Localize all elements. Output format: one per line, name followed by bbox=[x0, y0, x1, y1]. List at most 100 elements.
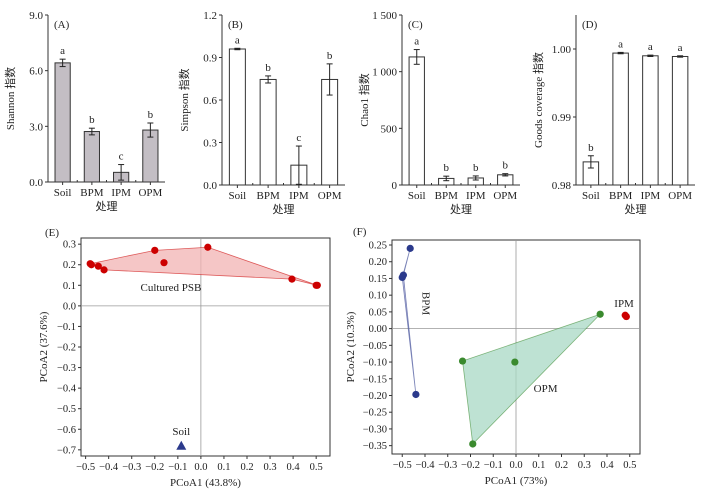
y-axis-label: Goods coverage 指数 bbox=[531, 52, 545, 148]
x-tick-label: BPM bbox=[435, 190, 458, 202]
bar bbox=[228, 48, 246, 186]
significance-letter: b bbox=[444, 162, 450, 174]
bar bbox=[83, 131, 100, 183]
group-label: Cultured PSB bbox=[141, 282, 202, 294]
x-tick-label: BPM bbox=[80, 187, 103, 199]
y-tick-label: 9.0 bbox=[29, 10, 43, 22]
y-tick-label: 0.0 bbox=[203, 180, 217, 192]
x-tick-label: −0.3 bbox=[438, 460, 457, 471]
x-tick-label: 0.5 bbox=[310, 462, 323, 473]
y-tick-label: 0.25 bbox=[369, 241, 387, 252]
data-point bbox=[458, 357, 467, 365]
pcoa-panel-f: −0.5 −0.4 −0.3 −0.2 −0.1 0.0 0.1 0.2 0.3 0.4 0.5 0.… bbox=[345, 226, 641, 487]
significance-letter: a bbox=[618, 38, 623, 50]
x-tick-label: −0.5 bbox=[76, 462, 95, 473]
x-tick-label: IPM bbox=[466, 190, 486, 202]
x-tick-label: Soil bbox=[54, 187, 72, 199]
bar-panel-a: 0.0 3.0 6.0 9.0 (A) a Soil b BPM c IPM b OPM 处理 Shanno… bbox=[3, 10, 165, 213]
data-point bbox=[622, 312, 630, 321]
group-bpm: BPM bbox=[398, 244, 432, 399]
bar bbox=[612, 52, 629, 186]
x-tick-label: Soil bbox=[408, 190, 426, 202]
data-point bbox=[469, 440, 477, 448]
significance-letter: b bbox=[327, 50, 333, 62]
group-soil: Soil bbox=[172, 426, 190, 450]
y-tick-label: −0.7 bbox=[57, 445, 76, 456]
y-tick-label: 0.3 bbox=[63, 240, 76, 251]
y-tick-label: 1 000 bbox=[372, 67, 397, 79]
y-tick-label: 0.15 bbox=[369, 274, 387, 285]
data-point bbox=[406, 244, 414, 252]
significance-letter: c bbox=[119, 151, 124, 163]
data-point bbox=[511, 358, 519, 366]
group-label: Soil bbox=[172, 426, 190, 438]
x-tick-label: OPM bbox=[668, 190, 692, 202]
x-tick-label: OPM bbox=[493, 190, 517, 202]
y-axis-label: PCoA2 (10.3%) bbox=[345, 311, 357, 382]
y-tick-label: 6.0 bbox=[29, 66, 43, 78]
x-tick-label: OPM bbox=[318, 190, 342, 202]
bar bbox=[671, 55, 689, 186]
y-tick-label: 0.1 bbox=[63, 281, 76, 292]
x-axis-label: 处理 bbox=[273, 203, 295, 216]
convex-hull bbox=[462, 313, 601, 445]
significance-letter: b bbox=[89, 114, 95, 126]
panel-label: (B) bbox=[228, 19, 243, 31]
group-ipm: IPM bbox=[614, 298, 634, 321]
x-tick-label: −0.4 bbox=[415, 460, 435, 471]
y-tick-label: 0.0 bbox=[63, 301, 76, 312]
x-tick-label: 0.2 bbox=[240, 462, 253, 473]
panel-label: (A) bbox=[54, 19, 70, 31]
x-tick-label: BPM bbox=[609, 190, 632, 202]
y-tick-label: −0.25 bbox=[363, 408, 387, 419]
y-tick-label: −0.05 bbox=[363, 341, 387, 352]
x-tick-label: BPM bbox=[257, 190, 280, 202]
y-tick-label: 0.6 bbox=[203, 95, 217, 107]
y-tick-label: −0.2 bbox=[57, 343, 76, 354]
panel-label: (F) bbox=[353, 226, 367, 238]
x-tick-label: IPM bbox=[641, 190, 661, 202]
y-tick-label: 0.20 bbox=[369, 257, 387, 268]
x-tick-label: IPM bbox=[111, 187, 131, 199]
y-tick-label: 3.0 bbox=[29, 121, 43, 133]
data-point bbox=[204, 243, 212, 251]
y-tick-label: 1.2 bbox=[203, 10, 217, 22]
y-tick-label: −0.15 bbox=[363, 374, 387, 385]
y-tick-label: 0.98 bbox=[552, 180, 572, 192]
pcoa-panel-e: −0.5 −0.4 −0.3 −0.2 −0.1 0.0 0.1 0.2 0.3 0.4 0.50.… bbox=[38, 227, 331, 489]
data-point bbox=[288, 275, 296, 283]
panel-label: (D) bbox=[582, 19, 598, 31]
bar bbox=[54, 62, 71, 183]
x-tick-label: −0.2 bbox=[461, 460, 480, 471]
y-tick-label: −0.1 bbox=[57, 322, 76, 333]
y-tick-label: 0.2 bbox=[63, 260, 76, 271]
x-tick-label: 0.1 bbox=[217, 462, 230, 473]
x-axis-label: PCoA1 (73%) bbox=[485, 475, 548, 487]
y-tick-label: −0.10 bbox=[363, 358, 387, 369]
bar bbox=[142, 129, 159, 183]
y-tick-label: −0.4 bbox=[57, 384, 77, 395]
y-tick-label: −0.30 bbox=[363, 424, 387, 435]
y-tick-label: 0.00 bbox=[369, 324, 387, 335]
y-tick-label: −0.6 bbox=[57, 425, 76, 436]
y-tick-label: 1.00 bbox=[552, 44, 572, 56]
y-axis-label: Chao1 指数 bbox=[357, 73, 371, 126]
x-tick-label: 0.2 bbox=[555, 460, 568, 471]
y-tick-label: 0 bbox=[392, 180, 398, 192]
y-tick-label: 0.0 bbox=[29, 177, 43, 189]
bar-panel-d: 0.98 0.99 1.00 (D) b Soil a BPM a IPM a OPM 处理 Goods … bbox=[531, 15, 695, 216]
data-point bbox=[596, 310, 604, 318]
y-tick-label: 0.9 bbox=[203, 53, 217, 65]
significance-letter: c bbox=[296, 132, 301, 144]
x-tick-label: 0.0 bbox=[194, 462, 207, 473]
significance-letter: a bbox=[60, 45, 65, 57]
data-point bbox=[398, 273, 406, 282]
y-axis-label: PCoA2 (37.6%) bbox=[38, 311, 50, 382]
significance-letter: b bbox=[588, 142, 594, 154]
x-tick-label: 0.1 bbox=[532, 460, 545, 471]
y-tick-label: 1 500 bbox=[372, 10, 397, 22]
x-tick-label: 0.0 bbox=[509, 460, 522, 471]
data-point bbox=[151, 246, 159, 254]
x-axis-label: 处理 bbox=[96, 200, 118, 213]
